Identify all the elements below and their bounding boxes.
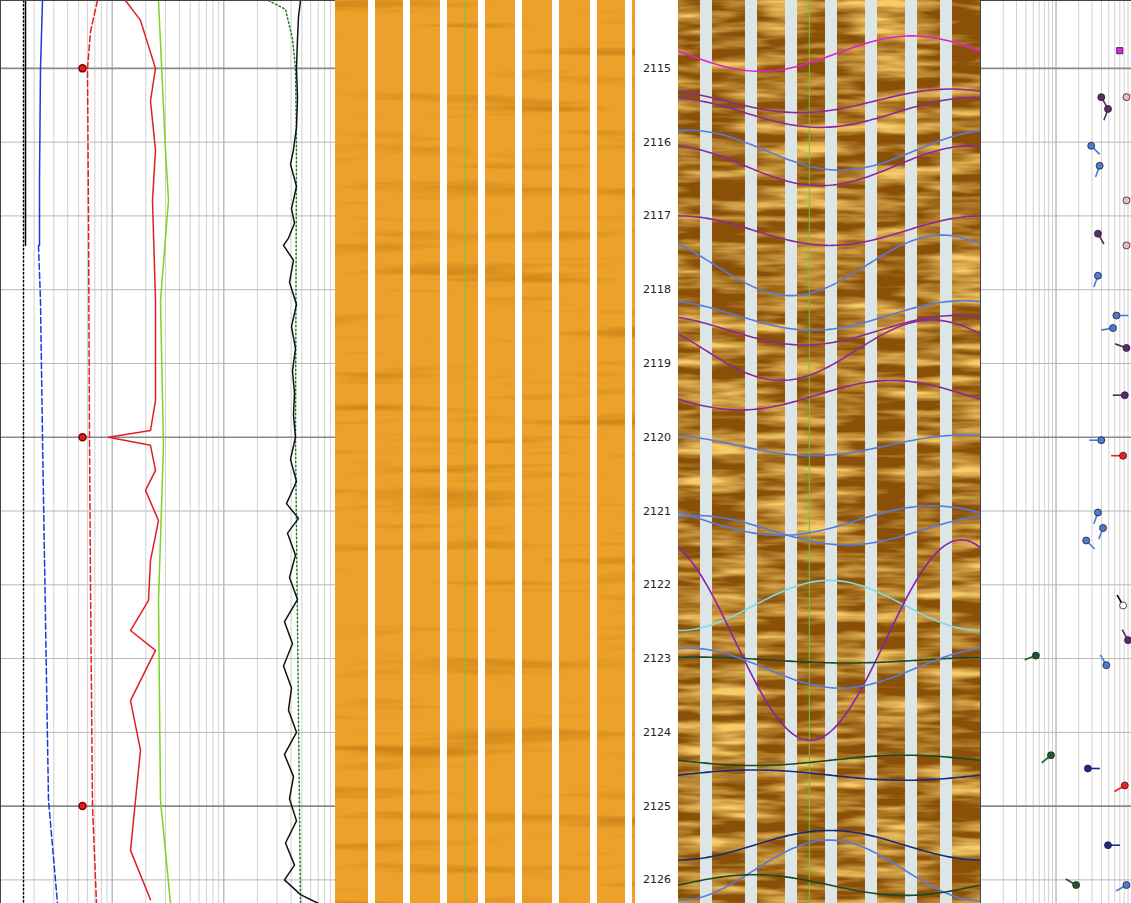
svg-text:2124: 2124: [643, 726, 671, 739]
svg-text:2125: 2125: [643, 800, 671, 813]
svg-text:2122: 2122: [643, 578, 671, 591]
svg-text:2123: 2123: [643, 652, 671, 665]
svg-text:2126: 2126: [643, 873, 671, 886]
svg-text:2117: 2117: [643, 209, 671, 222]
svg-text:2116: 2116: [643, 136, 671, 149]
svg-text:2115: 2115: [643, 62, 671, 75]
svg-text:2119: 2119: [643, 357, 671, 370]
svg-text:2121: 2121: [643, 505, 671, 518]
svg-text:2120: 2120: [643, 431, 671, 444]
svg-text:2118: 2118: [643, 283, 671, 296]
